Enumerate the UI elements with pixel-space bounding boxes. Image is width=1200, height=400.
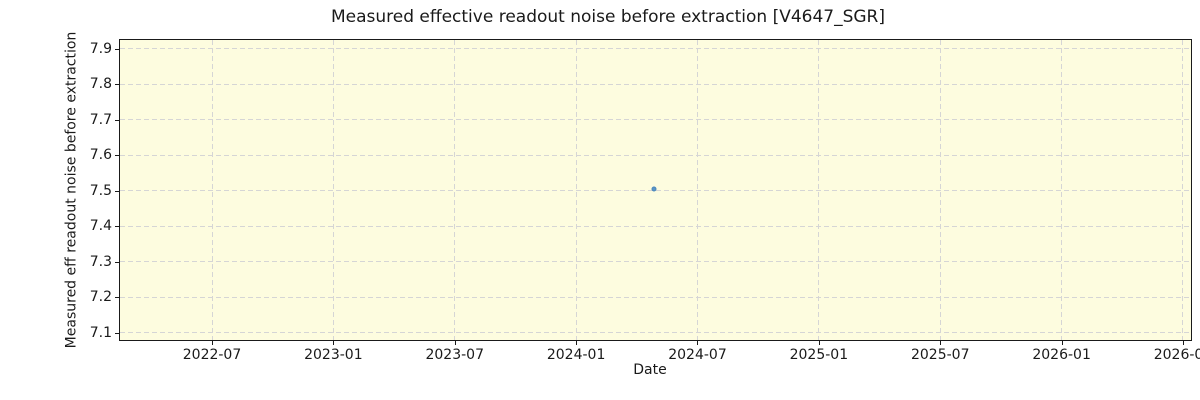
y-tick-label: 7.3: [89, 253, 112, 270]
y-gridline: [120, 332, 1191, 334]
y-gridline: [120, 48, 1191, 50]
x-tick-mark: [818, 341, 820, 345]
plot-area: [119, 39, 1192, 341]
x-tick-mark: [576, 341, 578, 345]
x-gridline: [1182, 40, 1184, 340]
x-tick-mark: [940, 341, 942, 345]
y-tick-label: 7.9: [89, 40, 112, 57]
y-tick-label: 7.4: [89, 218, 112, 235]
chart-title: Measured effective readout noise before …: [330, 7, 886, 27]
data-point: [651, 186, 657, 192]
y-tick-label: 7.2: [89, 289, 112, 306]
y-gridline: [120, 154, 1191, 156]
y-gridline: [120, 261, 1191, 263]
x-gridline: [454, 40, 456, 340]
data-points-layer: [120, 40, 1191, 340]
x-gridline: [211, 40, 213, 340]
x-axis-label: Date: [633, 362, 667, 378]
x-gridline: [939, 40, 941, 340]
x-tick-mark: [1182, 341, 1184, 345]
y-tick-label: 7.6: [89, 147, 112, 164]
y-gridline: [120, 119, 1191, 121]
x-tick-mark: [333, 341, 335, 345]
y-tick-label: 7.8: [89, 76, 112, 93]
x-tick-mark: [212, 341, 213, 345]
y-gridline: [120, 296, 1191, 298]
x-tick-mark: [454, 341, 456, 345]
y-axis-label: Measured eff readout noise before extrac…: [63, 31, 80, 349]
x-tick-mark: [697, 341, 699, 345]
x-tick-mark: [1061, 341, 1063, 345]
x-gridline: [575, 40, 577, 340]
y-tick-label: 7.7: [89, 111, 112, 128]
y-tick-label: 7.1: [89, 324, 112, 341]
y-gridline: [120, 225, 1191, 227]
y-gridline: [120, 83, 1191, 85]
x-gridline: [696, 40, 698, 340]
x-gridline: [1061, 40, 1063, 340]
x-gridline: [818, 40, 820, 340]
x-gridline: [332, 40, 334, 340]
y-tick-label: 7.5: [89, 182, 112, 199]
